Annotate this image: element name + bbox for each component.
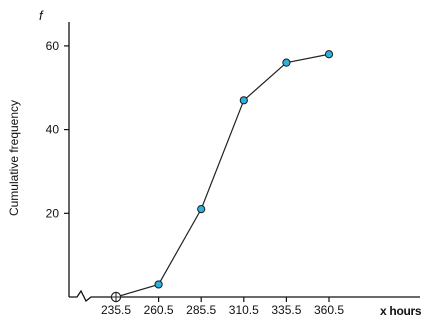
data-point — [239, 96, 248, 105]
x-tick-label: 260.5 — [144, 303, 174, 317]
data-point-open-circle — [110, 291, 122, 303]
x-tick-label: 360.5 — [314, 303, 344, 317]
data-point — [154, 280, 163, 289]
y-axis-symbol: f — [39, 8, 44, 23]
y-tick-label: 40 — [46, 123, 60, 137]
x-tick-label: 335.5 — [271, 303, 301, 317]
x-tick-label: 235.5 — [101, 303, 131, 317]
x-tick-label: 310.5 — [229, 303, 259, 317]
y-ticks: 20 40 60 — [46, 39, 69, 220]
data-point — [324, 50, 334, 59]
x-tick-label: 285.5 — [186, 303, 216, 317]
data-point — [282, 58, 291, 67]
data-point — [197, 205, 206, 214]
cumulative-frequency-line — [115, 53, 330, 298]
y-tick-label: 60 — [46, 39, 60, 53]
y-axis-label: Cumulative frequency — [7, 100, 21, 216]
x-ticks: 235.5 260.5 285.5 310.5 335.5 360.5 — [101, 297, 344, 317]
series — [110, 50, 334, 303]
x-axis-line — [69, 289, 420, 303]
y-tick-label: 20 — [46, 206, 60, 220]
axes — [68, 22, 420, 303]
x-axis-label: x hours — [380, 304, 422, 318]
